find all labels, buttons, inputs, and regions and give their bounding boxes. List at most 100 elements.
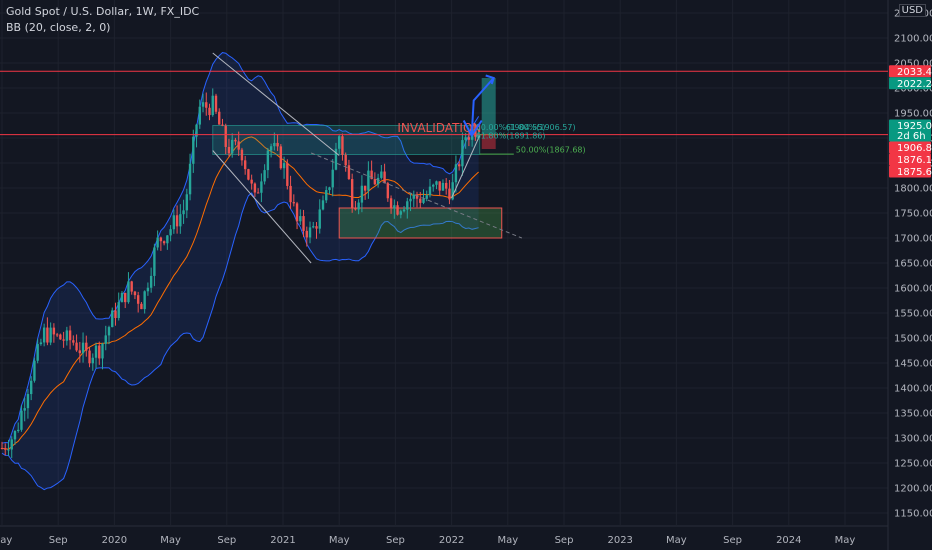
candle-body [344, 154, 347, 166]
candle-body [276, 142, 279, 147]
price-tag-label: 2033.41 [897, 67, 932, 78]
candle-body [75, 342, 78, 351]
candle-body [321, 200, 325, 210]
candle-body [17, 429, 20, 432]
candle-body [72, 340, 75, 343]
candle-body [286, 163, 289, 186]
candle-body [474, 129, 477, 137]
candle-body [338, 136, 341, 149]
arrow-up-head [485, 74, 495, 85]
candle-body [438, 181, 441, 191]
demand-zone [338, 207, 503, 239]
candle-body [107, 327, 111, 336]
y-tick-label: 1350.00 [894, 409, 932, 420]
candle-body [65, 330, 69, 341]
candle-body [341, 136, 344, 155]
x-tick-label: Sep [723, 535, 742, 546]
candle-body [130, 281, 133, 292]
candle-body [305, 230, 308, 238]
candle-body [467, 137, 471, 140]
candle-body [240, 149, 244, 161]
candle-body [211, 95, 214, 116]
indicator-title[interactable]: BB (20, close, 2, 0) [6, 21, 111, 34]
candle-body [62, 339, 65, 341]
candle-body [370, 170, 373, 180]
candle-body [409, 198, 412, 202]
candle-body [52, 327, 56, 335]
candle-body [308, 227, 312, 238]
candle-body [389, 198, 393, 209]
x-tick-label: 2022 [439, 535, 464, 546]
y-tick-label: 1300.00 [894, 434, 932, 445]
candle-body [419, 198, 422, 203]
candle-body [162, 241, 166, 244]
candle-body [46, 327, 49, 343]
candle-body [127, 281, 130, 303]
y-tick-label: 1150.00 [894, 509, 932, 520]
x-tick-label: Sep [386, 535, 405, 546]
x-tick-label: 2020 [102, 535, 127, 546]
candle-body [143, 291, 146, 310]
candle-body [42, 327, 46, 343]
arrow-up-path [470, 77, 495, 136]
y-tick-label: 1750.00 [894, 209, 932, 220]
candle-body [111, 310, 114, 328]
candle-body [380, 171, 383, 178]
dashed-trend-line [310, 152, 523, 239]
candle-body [360, 185, 364, 203]
trend-line [212, 52, 340, 156]
candle-body [98, 345, 101, 359]
candle-body [146, 287, 150, 292]
candle-body [114, 310, 117, 318]
candle-body [328, 187, 331, 191]
candle-body [7, 449, 10, 451]
fib-label: 50.00%(1904.55) [476, 123, 546, 132]
price-tag-label: 1925.00 [897, 121, 932, 132]
candle-body [94, 345, 98, 358]
candle-body [133, 291, 137, 296]
candle-body [331, 169, 334, 188]
candle-body [136, 295, 140, 304]
candle-body [425, 195, 428, 199]
chart-legend: Gold Spot / U.S. Dollar, 1W, FX_IDC BB (… [6, 4, 199, 36]
time-axis[interactable]: May Sep 2020 May Sep 2021 May Sep 2022 May Sep 2023… [0, 535, 855, 546]
price-tags: 2033.412022.20 1925.002d 6h1906.821876.13… [889, 65, 932, 178]
candle-body [435, 181, 438, 185]
currency-label[interactable]: USD [898, 4, 926, 17]
candle-body [295, 203, 299, 222]
candle-body [325, 190, 328, 201]
y-tick-label: 2050.00 [894, 59, 932, 70]
candle-body [289, 185, 292, 203]
fib-label: 61.80%(1906.57) [506, 123, 576, 132]
candle-body [318, 209, 321, 229]
candle-body [120, 292, 124, 303]
price-tag [889, 119, 931, 142]
y-tick-label: 2100.00 [894, 34, 932, 45]
candle-body [457, 164, 461, 167]
x-tick-label: May [497, 535, 518, 546]
symbol-title[interactable]: Gold Spot / U.S. Dollar, 1W, FX_IDC [6, 5, 200, 18]
candle-body [214, 95, 218, 112]
candle-body [124, 292, 127, 303]
candle-body [386, 183, 390, 199]
candle-body [195, 124, 198, 137]
y-tick-label: 1400.00 [894, 384, 932, 395]
candle-body [363, 185, 367, 191]
candle-body [432, 184, 435, 187]
candle-body [350, 179, 354, 208]
candle-body [237, 141, 240, 150]
candle-body [4, 448, 7, 450]
candle-body [250, 179, 253, 184]
candle-body [243, 160, 247, 170]
candle-body [422, 198, 425, 203]
candle-body [292, 202, 296, 204]
bollinger-bands [1, 52, 480, 491]
bb-lower-line [1, 192, 479, 491]
bb-basis-line [1, 136, 479, 450]
candle-body [334, 148, 338, 170]
candle-body [81, 342, 85, 354]
fib-label: 61.80%(1891.86) [476, 132, 546, 141]
y-tick-label: 1500.00 [894, 334, 932, 345]
target-box [481, 78, 496, 135]
